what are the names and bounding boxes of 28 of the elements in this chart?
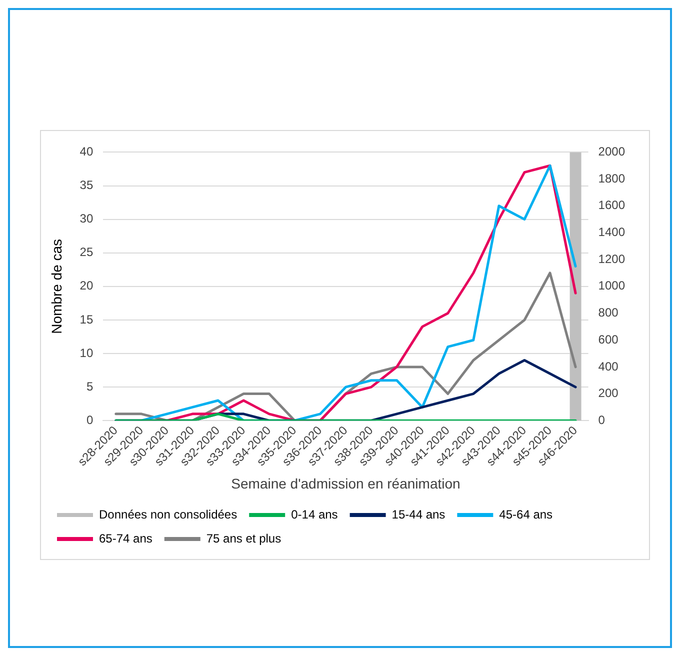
y2-tick-label: 0 (598, 412, 606, 427)
legend-label: 15-44 ans (392, 507, 446, 522)
y2-tick-label: 1200 (598, 252, 626, 266)
legend-label: 0-14 ans (291, 507, 338, 522)
y-tick-label: 25 (80, 245, 94, 260)
legend-label: 65-74 ans (99, 531, 152, 546)
y-axis-title: Nombre de cas (48, 238, 64, 334)
y-tick-label: 30 (80, 212, 94, 226)
y-tick-label: 40 (80, 144, 94, 159)
y2-tick-label: 1800 (598, 171, 626, 186)
y2-tick-label: 400 (598, 359, 619, 374)
y-tick-label: 15 (80, 312, 94, 326)
y2-tick-label: 1600 (598, 198, 626, 212)
y2-tick-label: 200 (598, 386, 619, 400)
y-tick-label: 20 (80, 278, 94, 293)
legend-label: 75 ans et plus (206, 531, 282, 546)
legend-label: Données non consolidées (99, 507, 238, 522)
y2-tick-label: 800 (598, 306, 619, 320)
x-axis-title: Semaine d'admission en réanimation (231, 475, 460, 492)
y-tick-label: 5 (86, 379, 94, 394)
y2-tick-label: 1000 (598, 278, 626, 293)
y2-tick-label: 1400 (598, 225, 626, 240)
y-tick-label: 35 (80, 178, 94, 192)
y2-tick-label: 2000 (598, 144, 626, 159)
legend-label: 45-64 ans (499, 507, 553, 522)
y-tick-label: 0 (86, 412, 94, 427)
y-tick-label: 10 (80, 346, 94, 360)
y2-tick-label: 600 (598, 332, 619, 346)
